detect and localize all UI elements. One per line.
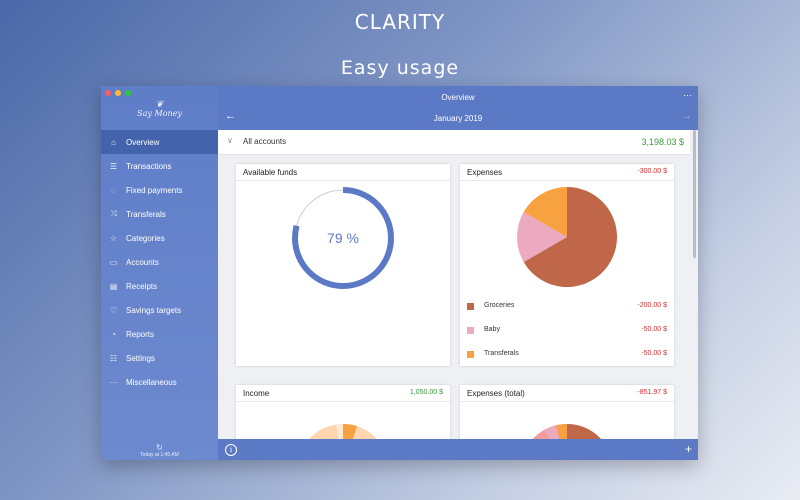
receipt-icon: ▤ [109, 281, 118, 291]
legend-name: Transferals [484, 350, 519, 357]
sidebar-item-label: Overview [126, 137, 160, 147]
card-title: Available funds [243, 168, 298, 177]
sidebar-item-label: Receipts [126, 281, 158, 291]
funds-ring-chart: 79 % [292, 187, 394, 289]
sidebar-item-transactions[interactable]: ☰ Transactions [101, 154, 218, 178]
refresh-icon[interactable]: ↻ [156, 443, 163, 452]
legend-name: Baby [484, 326, 500, 333]
sidebar-item-label: Settings [126, 353, 155, 363]
sidebar-item-receipts[interactable]: ▤ Receipts [101, 274, 218, 298]
legend-swatch [467, 351, 474, 358]
sidebar-item-reports[interactable]: ◔ Reports [101, 322, 218, 346]
sidebar-item-miscellaneous[interactable]: ··· Miscellaneous [101, 370, 218, 394]
app-window: ❦ Say Money ⌂ Overview ☰ Transactions ◌ Fixed… [101, 86, 698, 460]
shuffle-icon: ⤨ [110, 209, 117, 218]
accounts-total: 3,198.03 $ [641, 137, 684, 147]
card-title: Expenses (total) [467, 389, 525, 398]
zoom-window-button[interactable] [125, 90, 131, 96]
pie-slice-groceries [523, 187, 617, 287]
headline-title: CLARITY [354, 10, 446, 34]
scrollbar[interactable] [693, 130, 696, 258]
previous-month-arrow-icon[interactable]: ← [225, 110, 236, 122]
cycle-icon: ◌ [111, 185, 116, 195]
sliders-icon: ☷ [109, 353, 118, 363]
star-icon: ☆ [109, 233, 118, 243]
funds-percent: 79 % [327, 230, 359, 246]
sidebar-item-savings-targets[interactable]: ♡ Savings targets [101, 298, 218, 322]
pie-slice-transferals [523, 187, 567, 237]
sidebar: ❦ Say Money ⌂ Overview ☰ Transactions ◌ Fixed… [101, 86, 218, 460]
ring-progress [292, 187, 394, 289]
sidebar-item-label: Fixed payments [126, 185, 183, 195]
sidebar-item-label: Savings targets [126, 305, 182, 315]
headline-subtitle: Easy usage [340, 57, 460, 79]
sidebar-item-overview[interactable]: ⌂ Overview [101, 130, 218, 154]
book-icon: ▭ [109, 257, 118, 267]
card-value: -851.97 $ [637, 389, 667, 396]
card-title: Income [243, 389, 270, 398]
chevron-down-icon[interactable]: ∨ [227, 136, 233, 145]
window-controls [105, 90, 131, 96]
sidebar-item-fixed-payments[interactable]: ◌ Fixed payments [101, 178, 218, 202]
legend-name: Groceries [484, 302, 515, 309]
accounts-row[interactable]: ∨ All accounts 3,198.03 $ [218, 130, 690, 155]
bottom-bar: i + [218, 439, 698, 460]
sidebar-nav: ⌂ Overview ☰ Transactions ◌ Fixed payments ⤨ Tr… [101, 130, 218, 394]
sidebar-item-label: Reports [126, 329, 155, 339]
sync-status[interactable]: ↻ Today at 1:45 AM [101, 443, 218, 458]
legend-value: -50.00 $ [641, 350, 667, 357]
card-value: 1,050.00 $ [409, 389, 443, 396]
sidebar-item-label: Accounts [126, 257, 159, 267]
heart-icon: ♡ [109, 305, 118, 315]
sync-time: Today at 1:45 AM [140, 452, 179, 458]
logo-drop-icon: ❦ [155, 100, 164, 110]
sidebar-item-categories[interactable]: ☆ Categories [101, 226, 218, 250]
add-icon[interactable]: + [684, 442, 692, 456]
close-window-button[interactable] [105, 90, 111, 96]
pie-slice-baby [517, 212, 567, 262]
expenses-pie-chart [517, 187, 617, 287]
list-icon: ☰ [109, 161, 118, 171]
legend-swatch [467, 303, 474, 310]
minimize-window-button[interactable] [115, 90, 121, 96]
accounts-label: All accounts [243, 137, 287, 146]
legend-value: -50.00 $ [641, 326, 667, 333]
sidebar-item-accounts[interactable]: ▭ Accounts [101, 250, 218, 274]
home-icon: ⌂ [111, 137, 116, 147]
more-menu-icon[interactable]: ··· [683, 90, 692, 100]
card-value: -300.00 $ [637, 168, 667, 175]
legend-row[interactable]: Groceries -200.00 $ [467, 302, 667, 312]
app-logo: ❦ Say Money [101, 100, 218, 118]
legend-swatch [467, 327, 474, 334]
legend-row[interactable]: Transferals -50.00 $ [467, 350, 667, 360]
logo-text: Say Money [137, 109, 182, 118]
sidebar-item-label: Miscellaneous [126, 377, 177, 387]
info-icon[interactable]: i [225, 444, 237, 456]
available-funds-card[interactable]: Available funds 79 % [236, 164, 450, 366]
sidebar-item-settings[interactable]: ☷ Settings [101, 346, 218, 370]
top-bar: Overview ··· ← January 2019 → [218, 86, 698, 130]
dots-icon: ··· [109, 377, 118, 387]
legend-row[interactable]: Baby -50.00 $ [467, 326, 667, 336]
month-label: January 2019 [433, 114, 483, 123]
gauge-icon: ◔ [111, 329, 116, 339]
sidebar-item-transferals[interactable]: ⤨ Transferals [101, 202, 218, 226]
main-panel: Overview ··· ← January 2019 → ∨ All acco… [218, 86, 698, 460]
expenses-card[interactable]: Expenses -300.00 $ Groceries -200.00 $ Bab… [460, 164, 674, 366]
card-title: Expenses [467, 168, 503, 177]
sidebar-item-label: Transferals [126, 209, 166, 219]
legend-value: -200.00 $ [637, 302, 667, 309]
sidebar-item-label: Transactions [126, 161, 172, 171]
page-title: Overview [441, 93, 475, 102]
sidebar-item-label: Categories [126, 233, 165, 243]
next-month-arrow-icon[interactable]: → [681, 110, 692, 122]
